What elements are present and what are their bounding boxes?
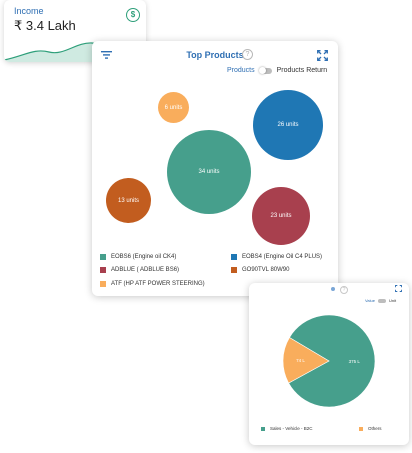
legend-item[interactable]: ATF (HP ATF POWER STEERING) (100, 281, 205, 287)
products-toggle[interactable]: Products Products Return (227, 66, 328, 74)
legend-label: GO90TVL 80W90 (242, 267, 290, 273)
dollar-circle-icon: $ (126, 8, 140, 22)
sales-pie-chart: 375 L 74 L (282, 314, 376, 408)
toggle-label-unit: Unit (388, 298, 397, 303)
legend-label: ADBLUE ( ADBLUE BS6) (111, 267, 180, 273)
legend-item[interactable]: EOBS6 (Engine oil CK4) (100, 254, 176, 260)
help-icon[interactable]: ? (242, 49, 253, 60)
top-products-title: Top Products (186, 50, 244, 60)
pie-slice[interactable] (282, 337, 330, 384)
products-return-switch[interactable] (258, 66, 272, 74)
income-value: ₹ 3.4 Lakh (14, 18, 76, 33)
legend-item[interactable]: Others (359, 426, 382, 431)
filter-icon[interactable] (101, 51, 112, 59)
legend-swatch (359, 426, 363, 431)
bubble-label: 6 units (164, 104, 183, 111)
bubble[interactable]: 13 units (106, 178, 151, 223)
legend-item[interactable]: GO90TVL 80W90 (231, 267, 289, 273)
toggle-label-products: Products (227, 67, 255, 74)
pie-slice[interactable] (288, 314, 376, 408)
legend-swatch (100, 267, 106, 273)
bubble[interactable]: 26 units (253, 90, 323, 160)
legend-swatch (231, 254, 237, 260)
pie-slice-label: 375 L (349, 359, 361, 364)
value-unit-toggle[interactable]: Value Unit (365, 298, 396, 303)
legend-swatch (100, 254, 106, 260)
legend-item[interactable]: ADBLUE ( ADBLUE BS6) (100, 267, 179, 273)
bubble[interactable]: 23 units (252, 187, 310, 245)
legend-item[interactable]: EOBS4 (Engine Oil C4 PLUS) (231, 254, 322, 260)
legend-swatch (231, 267, 237, 273)
top-products-card: Top Products ? Products Products Return … (92, 41, 338, 296)
bubble-label: 26 units (277, 122, 299, 128)
legend-swatch (261, 426, 265, 431)
expand-icon[interactable] (317, 50, 328, 61)
pie-slice-label: 74 L (296, 358, 305, 363)
legend-label: Sales - Vehicle - B2C (270, 426, 313, 431)
bubble[interactable]: 34 units (167, 130, 251, 214)
bubble-label: 23 units (270, 213, 292, 219)
legend-swatch (100, 281, 106, 287)
toggle-label-products-return: Products Return (276, 67, 328, 74)
expand-icon[interactable] (395, 285, 402, 292)
income-card[interactable]: Income ₹ 3.4 Lakh $ (4, 0, 146, 62)
bubble-label: 34 units (198, 169, 220, 175)
toggle-label-value: Value (365, 298, 375, 303)
legend-label: ATF (HP ATF POWER STEERING) (111, 281, 205, 287)
income-title: Income (14, 6, 44, 16)
unit-switch[interactable] (377, 298, 386, 303)
bubble-label: 13 units (117, 197, 139, 204)
help-icon[interactable]: ? (340, 286, 348, 294)
sales-card: ? Value Unit 375 L 74 L Sales - Vehicle -… (249, 283, 409, 445)
legend-label: EOBS4 (Engine Oil C4 PLUS) (242, 254, 323, 260)
legend-label: EOBS6 (Engine oil CK4) (111, 254, 177, 260)
legend-label: Others (368, 426, 382, 431)
bubble[interactable]: 6 units (158, 92, 189, 123)
legend-item[interactable]: Sales - Vehicle - B2C (261, 426, 313, 431)
title-fragment-dot (331, 287, 335, 291)
